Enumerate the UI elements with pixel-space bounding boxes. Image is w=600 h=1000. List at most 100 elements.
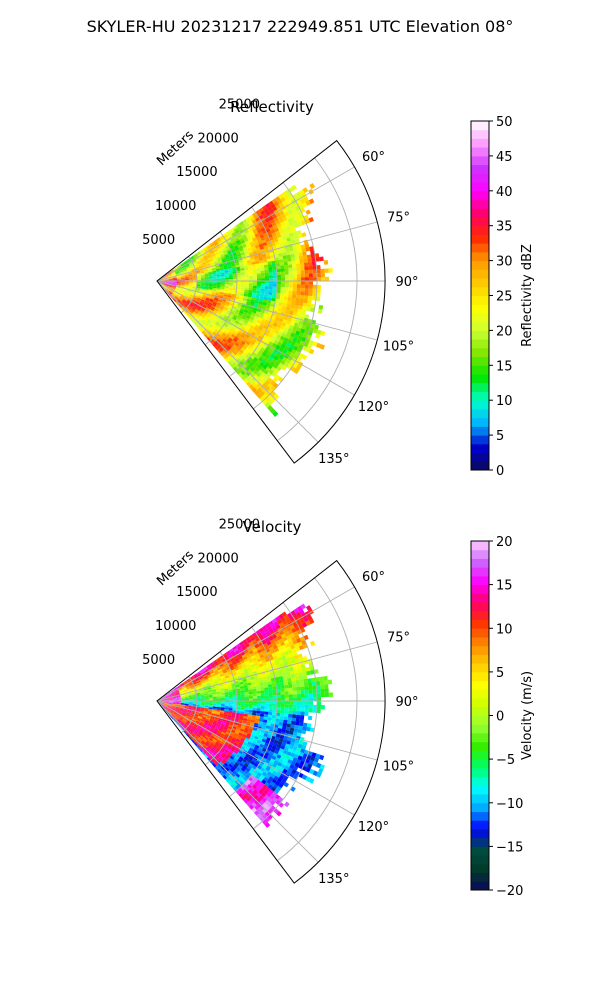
reflectivity-cell bbox=[271, 260, 276, 265]
velocity-cell bbox=[232, 764, 238, 769]
velocity-cell bbox=[297, 668, 303, 674]
velocity-cell bbox=[280, 710, 285, 714]
reflectivity-cell bbox=[233, 227, 239, 232]
velocity-cell bbox=[288, 691, 293, 695]
reflectivity-cell bbox=[223, 336, 229, 341]
velocity-cell bbox=[214, 742, 220, 747]
velocity-cell bbox=[173, 688, 178, 691]
velocity-cell bbox=[291, 720, 296, 725]
velocity-cell bbox=[232, 706, 237, 709]
velocity-cell bbox=[206, 740, 211, 744]
velocity-cell bbox=[217, 678, 222, 682]
velocity-cell bbox=[202, 716, 207, 719]
reflectivity-cell bbox=[242, 244, 247, 249]
reflectivity-cell bbox=[290, 321, 295, 327]
reflectivity-cell bbox=[300, 273, 305, 278]
reflectivity-cell bbox=[184, 261, 188, 265]
reflectivity-cell bbox=[210, 297, 215, 300]
reflectivity-cell bbox=[316, 342, 322, 349]
velocity-cell bbox=[163, 705, 167, 709]
velocity-cell bbox=[240, 738, 245, 742]
velocity-cell bbox=[248, 659, 254, 663]
reflectivity-cell bbox=[175, 301, 179, 306]
reflectivity-cell bbox=[259, 260, 264, 264]
velocity-cell bbox=[203, 675, 208, 679]
reflectivity-cell bbox=[233, 243, 238, 248]
reflectivity-cell bbox=[248, 267, 253, 270]
reflectivity-cell bbox=[194, 294, 199, 297]
reflectivity-cell bbox=[272, 272, 277, 276]
reflectivity-cell bbox=[229, 245, 234, 249]
reflectivity-cell bbox=[211, 293, 216, 296]
velocity-cell bbox=[278, 673, 283, 677]
reflectivity-cell bbox=[235, 223, 241, 228]
velocity-cell bbox=[181, 714, 186, 717]
reflectivity-cell bbox=[216, 285, 221, 288]
velocity-cell bbox=[175, 709, 179, 712]
velocity-cell bbox=[235, 659, 241, 664]
reflectivity-cell bbox=[254, 224, 260, 229]
reflectivity-cell bbox=[265, 346, 271, 352]
velocity-cell bbox=[229, 779, 235, 784]
velocity-cell bbox=[241, 654, 247, 659]
reflectivity-cell bbox=[231, 267, 237, 270]
reflectivity-cell bbox=[257, 303, 263, 308]
reflectivity-cell bbox=[246, 260, 252, 264]
velocity-cell bbox=[245, 754, 250, 759]
velocity-cell bbox=[220, 696, 225, 698]
reflectivity-cell bbox=[277, 278, 282, 282]
reflectivity-cell bbox=[245, 340, 251, 346]
velocity-cell bbox=[163, 705, 167, 709]
velocity-cell bbox=[195, 690, 200, 693]
velocity-cell bbox=[228, 709, 233, 713]
reflectivity-cell bbox=[223, 330, 228, 335]
velocity-cell bbox=[216, 696, 221, 699]
velocity-cell bbox=[288, 730, 294, 735]
reflectivity-cell bbox=[179, 270, 184, 273]
velocity-cell bbox=[179, 708, 184, 711]
velocity-cell bbox=[178, 689, 183, 692]
velocity-cell bbox=[174, 689, 179, 693]
velocity-cell bbox=[175, 692, 180, 695]
velocity-cell bbox=[169, 710, 173, 714]
reflectivity-cell bbox=[168, 277, 173, 279]
velocity-cell bbox=[258, 769, 264, 775]
velocity-cell bbox=[278, 738, 284, 743]
reflectivity-cell bbox=[172, 282, 177, 284]
velocity-cell bbox=[206, 682, 211, 685]
velocity-cell bbox=[181, 720, 186, 724]
velocity-cell bbox=[192, 694, 197, 696]
reflectivity-cell bbox=[209, 259, 214, 263]
velocity-cell bbox=[318, 768, 324, 774]
velocity-cell bbox=[170, 715, 174, 720]
reflectivity-cell bbox=[202, 305, 207, 309]
reflectivity-cell bbox=[204, 282, 209, 284]
velocity-cell bbox=[308, 778, 315, 784]
velocity-cell bbox=[244, 660, 250, 665]
velocity-cell bbox=[234, 748, 240, 753]
reflectivity-cell bbox=[175, 296, 179, 300]
reflectivity-cell bbox=[292, 294, 297, 299]
reflectivity-cell bbox=[180, 301, 185, 306]
velocity-cell bbox=[224, 733, 230, 737]
velocity-cell bbox=[232, 710, 237, 713]
reflectivity-cell bbox=[266, 240, 271, 245]
velocity-cell bbox=[296, 638, 302, 644]
velocity-cell bbox=[223, 672, 228, 676]
reflectivity-cell bbox=[211, 267, 216, 271]
velocity-cell bbox=[204, 678, 209, 682]
velocity-cell bbox=[223, 756, 229, 761]
reflectivity-cell bbox=[161, 281, 165, 282]
reflectivity-cell bbox=[198, 295, 203, 299]
velocity-cell bbox=[197, 698, 201, 701]
reflectivity-colorbar-tick: 5 bbox=[496, 429, 504, 444]
reflectivity-cell bbox=[235, 346, 241, 352]
reflectivity-cell bbox=[176, 277, 181, 279]
reflectivity-cell bbox=[217, 259, 223, 263]
reflectivity-cell bbox=[209, 242, 214, 246]
velocity-cell bbox=[200, 694, 205, 696]
velocity-cell bbox=[199, 687, 204, 690]
reflectivity-cell bbox=[280, 271, 285, 276]
reflectivity-cell bbox=[291, 318, 296, 323]
velocity-cell bbox=[217, 746, 222, 751]
